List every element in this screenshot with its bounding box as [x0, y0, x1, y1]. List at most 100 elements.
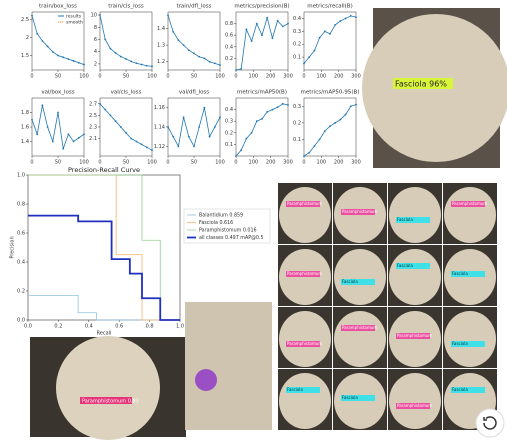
x-tick-label: 100	[249, 160, 259, 166]
point	[51, 140, 54, 143]
point	[135, 62, 138, 65]
point	[135, 140, 138, 143]
y-tick-label: 0.2	[17, 289, 25, 295]
y-tick-label: 0.4	[225, 107, 233, 113]
microscope-field	[56, 336, 160, 440]
point	[334, 23, 337, 26]
x-tick-label: 200	[334, 74, 344, 80]
point	[349, 105, 352, 108]
plot-frame	[235, 97, 289, 157]
point	[151, 149, 153, 152]
point	[151, 65, 153, 68]
point	[125, 131, 127, 134]
point	[355, 103, 357, 106]
plot-frame	[303, 97, 357, 157]
point	[219, 64, 221, 66]
point	[67, 58, 70, 61]
point	[261, 117, 263, 120]
point	[349, 14, 352, 17]
legend-box	[183, 208, 271, 244]
plot-title: train/dfl_loss	[177, 4, 212, 10]
y-tick-label: 2	[26, 35, 29, 41]
point	[145, 64, 148, 67]
y-tick-label: 6	[94, 37, 97, 43]
detection-box	[286, 201, 320, 207]
point	[344, 17, 347, 20]
x-tick-label: 200	[266, 160, 276, 166]
y-tick-label: 1.2	[157, 59, 165, 65]
line	[303, 104, 357, 157]
plot-frame	[167, 11, 221, 71]
point	[62, 56, 65, 59]
legend-label: results	[66, 14, 82, 20]
point	[46, 45, 49, 48]
detection-label: Paramphistomum	[397, 403, 432, 408]
x-tick-label: 0	[166, 160, 169, 166]
plot-title: train/box_loss	[39, 4, 77, 10]
point	[250, 40, 253, 42]
x-tick-label: 300	[351, 160, 361, 166]
point	[323, 30, 326, 33]
y-tick-label: 0.2	[225, 56, 233, 62]
line	[167, 15, 221, 66]
refresh-button-bg[interactable]	[475, 408, 505, 438]
plot-title: metrics/precision(B)	[234, 4, 289, 10]
plot-title: val/cls_loss	[111, 90, 142, 96]
point	[208, 60, 211, 63]
y-tick-label: 1.12	[154, 144, 165, 150]
y-tick-label: 0.8	[225, 21, 233, 27]
point	[182, 44, 185, 47]
plot-frame	[303, 11, 357, 71]
point	[31, 14, 33, 17]
plot-title: train/cls_loss	[108, 4, 144, 10]
detection-label: Fasciola	[452, 271, 468, 276]
y-tick-label: 2.3	[89, 125, 97, 131]
point	[240, 67, 243, 70]
detection-box	[451, 387, 485, 393]
point	[329, 33, 331, 35]
legend-label: Fasciola 0.616	[199, 220, 233, 226]
detection-box	[341, 279, 375, 285]
point	[187, 135, 190, 138]
legend-label: smooth	[66, 20, 83, 26]
detection-label: Paramphistomum	[342, 325, 377, 330]
chart-title: Precision-Recall Curve	[68, 166, 140, 174]
detection-box	[396, 217, 430, 223]
detection-label: Fasciola	[397, 263, 413, 268]
point	[355, 16, 357, 19]
x-tick-label: 0.4	[85, 324, 93, 330]
point	[114, 52, 117, 54]
point	[344, 113, 347, 116]
point	[255, 22, 258, 25]
point	[266, 111, 269, 113]
x-tick-label: 0	[234, 160, 237, 166]
refresh-icon[interactable]	[483, 416, 497, 430]
point	[266, 16, 269, 19]
point	[77, 61, 80, 64]
point	[104, 108, 107, 111]
legend-label: all classes 0.497 mAP@0.5	[199, 235, 264, 241]
x-tick-label: 100	[249, 74, 259, 80]
x-tick-label: 0	[302, 160, 305, 166]
line	[303, 15, 357, 64]
detection-label: Fasciola	[342, 395, 358, 400]
y-tick-label: 0.1	[293, 55, 301, 61]
point	[235, 155, 237, 157]
point	[187, 49, 190, 52]
point	[219, 116, 221, 119]
point	[250, 131, 253, 134]
point	[193, 145, 195, 148]
point	[41, 40, 44, 42]
detection-label: Paramphistomum	[342, 209, 377, 214]
x-tick-label: 200	[266, 74, 276, 80]
refresh-button[interactable]	[475, 408, 505, 438]
y-tick-label: 2.5	[21, 17, 29, 23]
x-tick-label: 100	[147, 74, 157, 80]
detection-box	[396, 263, 430, 269]
detection-box	[396, 333, 430, 339]
y-tick-label: 1.14	[154, 125, 165, 131]
y-tick-label: 2.1	[89, 136, 97, 142]
microscope-field	[334, 249, 386, 305]
point	[177, 145, 180, 148]
point	[177, 39, 180, 42]
